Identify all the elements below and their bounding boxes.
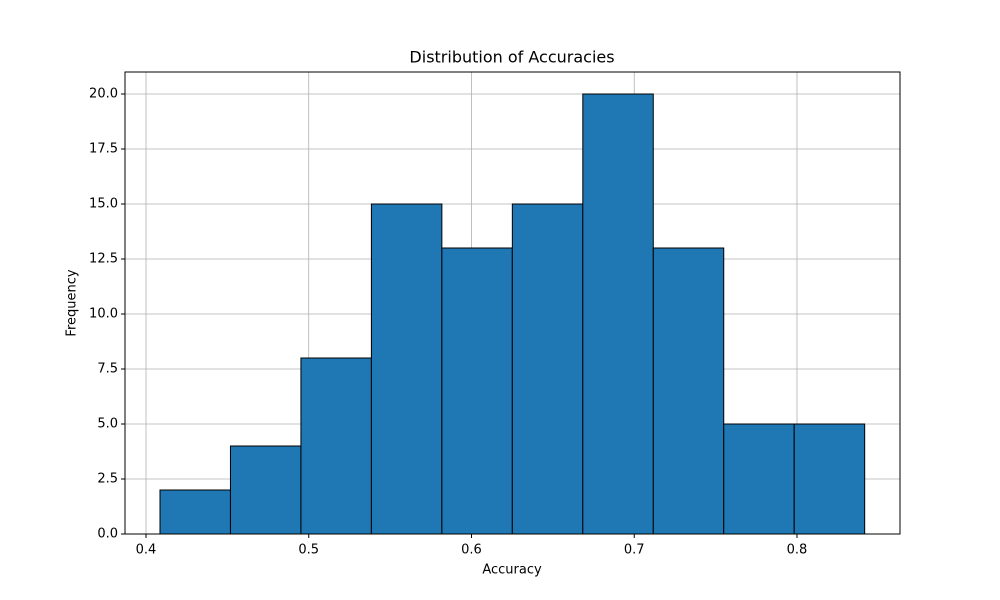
bar: [229, 445, 302, 535]
y-tick-label: 0.0: [97, 527, 118, 542]
bar: [441, 247, 513, 535]
x-axis-label: Accuracy: [482, 563, 542, 578]
y-axis-label: Frequency: [65, 269, 80, 336]
y-tick-label: 17.5: [89, 142, 118, 157]
y-tick-label: 20.0: [89, 87, 118, 102]
chart-title: Distribution of Accuracies: [409, 48, 614, 67]
plot-frame: [124, 71, 901, 535]
bar: [159, 489, 231, 535]
x-tick-label: 0.4: [136, 543, 157, 558]
x-tick-label: 0.5: [298, 543, 319, 558]
y-tick-label: 12.5: [89, 252, 118, 267]
x-tick-label: 0.7: [624, 543, 645, 558]
y-tick-label: 2.5: [97, 472, 118, 487]
x-tick-label: 0.8: [787, 543, 808, 558]
y-tick-label: 15.0: [89, 197, 118, 212]
y-tick-label: 10.0: [89, 307, 118, 322]
bar: [652, 247, 725, 535]
y-tick-label: 5.0: [97, 417, 118, 432]
bar: [582, 93, 654, 535]
x-tick-label: 0.6: [461, 543, 482, 558]
bar: [723, 423, 795, 535]
bar: [300, 357, 372, 535]
y-tick-label: 7.5: [97, 362, 118, 377]
bar: [370, 203, 443, 535]
bar: [511, 203, 584, 535]
bar: [793, 423, 866, 535]
